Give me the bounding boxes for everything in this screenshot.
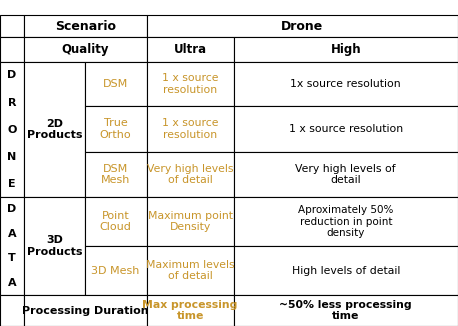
Bar [0, 37, 24, 62]
Text: 1 x source
resolution: 1 x source resolution [162, 118, 218, 140]
Text: Scenario: Scenario [55, 20, 116, 33]
Text: O: O [7, 125, 16, 135]
Bar [0, 295, 24, 326]
Text: Quality: Quality [61, 43, 109, 56]
Text: 3D
Products: 3D Products [27, 235, 82, 257]
Text: 1 x source
resolution: 1 x source resolution [162, 73, 218, 95]
Bar [147, 246, 234, 295]
Bar [24, 62, 85, 197]
Text: Maximum levels
of detail: Maximum levels of detail [146, 260, 234, 281]
Text: 1x source resolution: 1x source resolution [290, 79, 401, 89]
Text: Max processing
time: Max processing time [142, 300, 238, 321]
Bar [85, 246, 147, 295]
Text: Processing Duration: Processing Duration [22, 305, 148, 316]
Text: A: A [8, 229, 16, 239]
Bar [0, 62, 24, 197]
Text: Very high levels
of detail: Very high levels of detail [147, 164, 233, 185]
Text: Ultra: Ultra [174, 43, 207, 56]
Bar [85, 62, 147, 106]
Text: D: D [7, 204, 16, 215]
Text: ~50% less processing
time: ~50% less processing time [279, 300, 412, 321]
Bar [147, 197, 234, 246]
Text: R: R [8, 97, 16, 108]
Bar [0, 15, 24, 37]
Text: High: High [331, 43, 361, 56]
Text: Maximum point
Density: Maximum point Density [147, 211, 233, 232]
Text: Point
Cloud: Point Cloud [100, 211, 131, 232]
Bar [85, 106, 147, 152]
Text: 1 x source resolution: 1 x source resolution [289, 124, 403, 134]
Text: Drone: Drone [281, 20, 323, 33]
Text: A: A [8, 278, 16, 288]
Text: Very high levels of
detail: Very high levels of detail [295, 164, 396, 185]
Text: DSM
Mesh: DSM Mesh [101, 164, 131, 185]
Text: Aproximately 50%
reduction in point
density: Aproximately 50% reduction in point dens… [298, 205, 393, 238]
Bar [147, 106, 234, 152]
Bar [234, 246, 458, 295]
Bar [0, 197, 24, 295]
Bar [85, 197, 147, 246]
Bar [147, 15, 458, 37]
Text: N: N [7, 152, 16, 162]
Text: 3D Mesh: 3D Mesh [92, 266, 140, 275]
Bar [147, 152, 234, 197]
Bar [147, 37, 234, 62]
Text: 2D
Products: 2D Products [27, 119, 82, 141]
Bar [234, 37, 458, 62]
Text: True
Ortho: True Ortho [100, 118, 131, 140]
Bar [234, 295, 458, 326]
Bar [24, 37, 147, 62]
Bar [24, 15, 147, 37]
Text: DSM: DSM [103, 79, 128, 89]
Bar [147, 62, 234, 106]
Bar [234, 152, 458, 197]
Bar [24, 197, 85, 295]
Bar [234, 62, 458, 106]
Bar [85, 152, 147, 197]
Text: E: E [8, 179, 16, 189]
Bar [234, 106, 458, 152]
Text: High levels of detail: High levels of detail [292, 266, 400, 275]
Bar [24, 295, 147, 326]
Text: T: T [8, 253, 16, 263]
Bar [234, 197, 458, 246]
Bar [147, 295, 234, 326]
Text: D: D [7, 70, 16, 81]
